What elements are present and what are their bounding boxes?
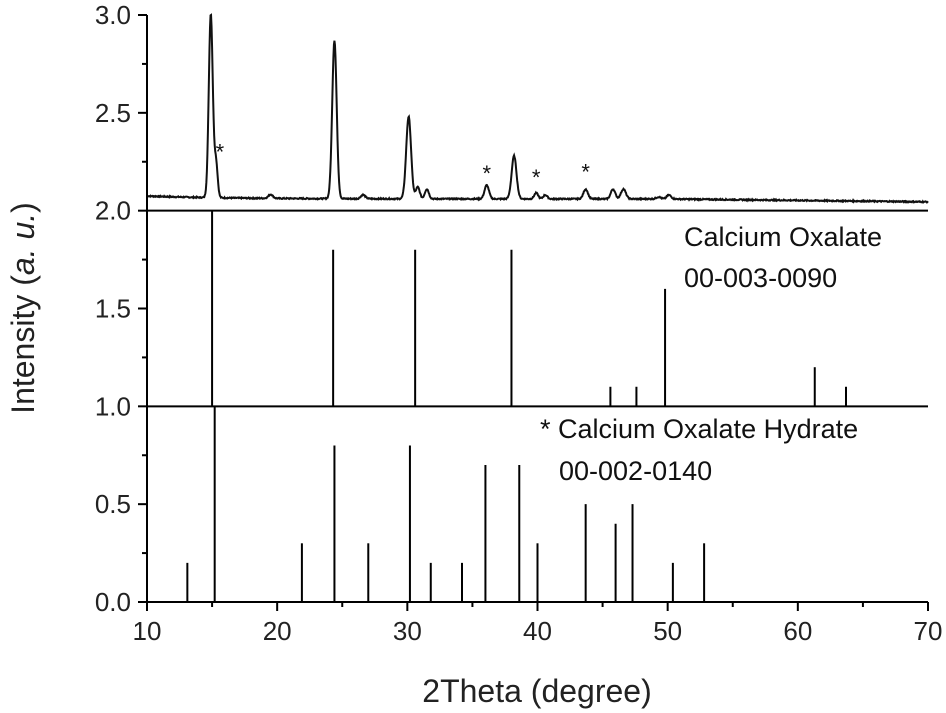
sample-pattern-line xyxy=(146,13,929,204)
peak-star-markers: * * * * xyxy=(216,140,591,190)
star-marker: * xyxy=(581,159,590,184)
reference-2-name: * Calcium Oxalate Hydrate xyxy=(540,414,858,444)
y-tick-label: 0.5 xyxy=(95,489,131,519)
y-tick-label: 1.5 xyxy=(95,294,131,324)
x-tick-label: 20 xyxy=(263,616,292,646)
y-tick-label: 2.0 xyxy=(95,196,131,226)
panel-dividers xyxy=(147,209,928,408)
y-axis-title: Intensity (a. u.) xyxy=(5,202,41,414)
reference-2-code: 00-002-0140 xyxy=(559,456,712,486)
x-tick-label: 10 xyxy=(133,616,162,646)
y-axis-title-unit: a. u. xyxy=(5,213,41,275)
x-tick-label: 40 xyxy=(523,616,552,646)
sample-pattern xyxy=(146,13,929,204)
y-tick-label: 2.5 xyxy=(95,98,131,128)
x-axis-title: 2Theta (degree) xyxy=(422,673,651,709)
reference-1-code: 00-003-0090 xyxy=(684,263,837,293)
y-axis-ticks: 0.0 0.5 1.0 1.5 2.0 2.5 3.0 xyxy=(95,0,147,617)
x-axis-ticks: 10 20 30 40 50 60 70 xyxy=(133,602,943,646)
star-marker: * xyxy=(482,161,491,186)
y-axis-title-suffix: ) xyxy=(5,202,41,213)
reference-1-name: Calcium Oxalate xyxy=(684,222,882,252)
y-tick-label: 1.0 xyxy=(95,391,131,421)
reference-sticks xyxy=(186,210,847,602)
star-marker: * xyxy=(216,140,225,165)
x-tick-label: 60 xyxy=(783,616,812,646)
x-tick-label: 50 xyxy=(653,616,682,646)
y-tick-label: 0.0 xyxy=(95,587,131,617)
y-axis-title-prefix: Intensity ( xyxy=(5,275,41,414)
x-tick-label: 30 xyxy=(393,616,422,646)
y-tick-label: 3.0 xyxy=(95,0,131,30)
x-tick-label: 70 xyxy=(914,616,943,646)
star-marker: * xyxy=(532,165,541,190)
